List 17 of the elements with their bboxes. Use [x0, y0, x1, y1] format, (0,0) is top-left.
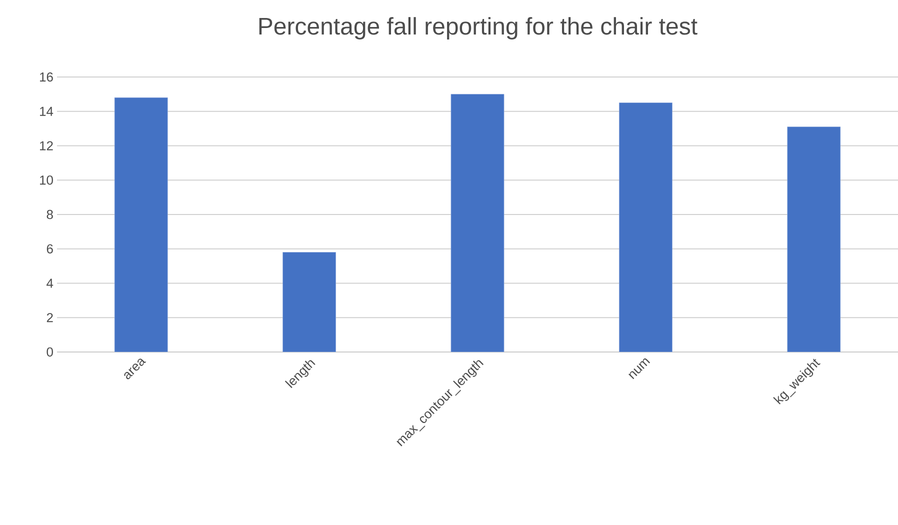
bar: [282, 252, 336, 352]
bar: [450, 94, 504, 352]
y-tick-label: 12: [40, 141, 53, 150]
x-tick-label: area: [124, 358, 146, 380]
y-tick-label: 14: [40, 106, 54, 116]
bar: [618, 102, 672, 352]
y-tick-label: 10: [40, 176, 53, 185]
y-tick-label: 6: [46, 244, 53, 254]
chart-title: Percentage fall reporting for the chair test: [259, 17, 698, 40]
y-tick-label: 2: [46, 313, 53, 322]
y-tick-label: 16: [40, 72, 53, 82]
y-tick-label: 4: [46, 278, 54, 288]
y-tick-label: 8: [46, 210, 53, 220]
x-tick-label: num: [628, 358, 650, 380]
bar: [114, 97, 168, 352]
y-tick-label: 0: [46, 347, 53, 357]
bar: [787, 126, 841, 352]
